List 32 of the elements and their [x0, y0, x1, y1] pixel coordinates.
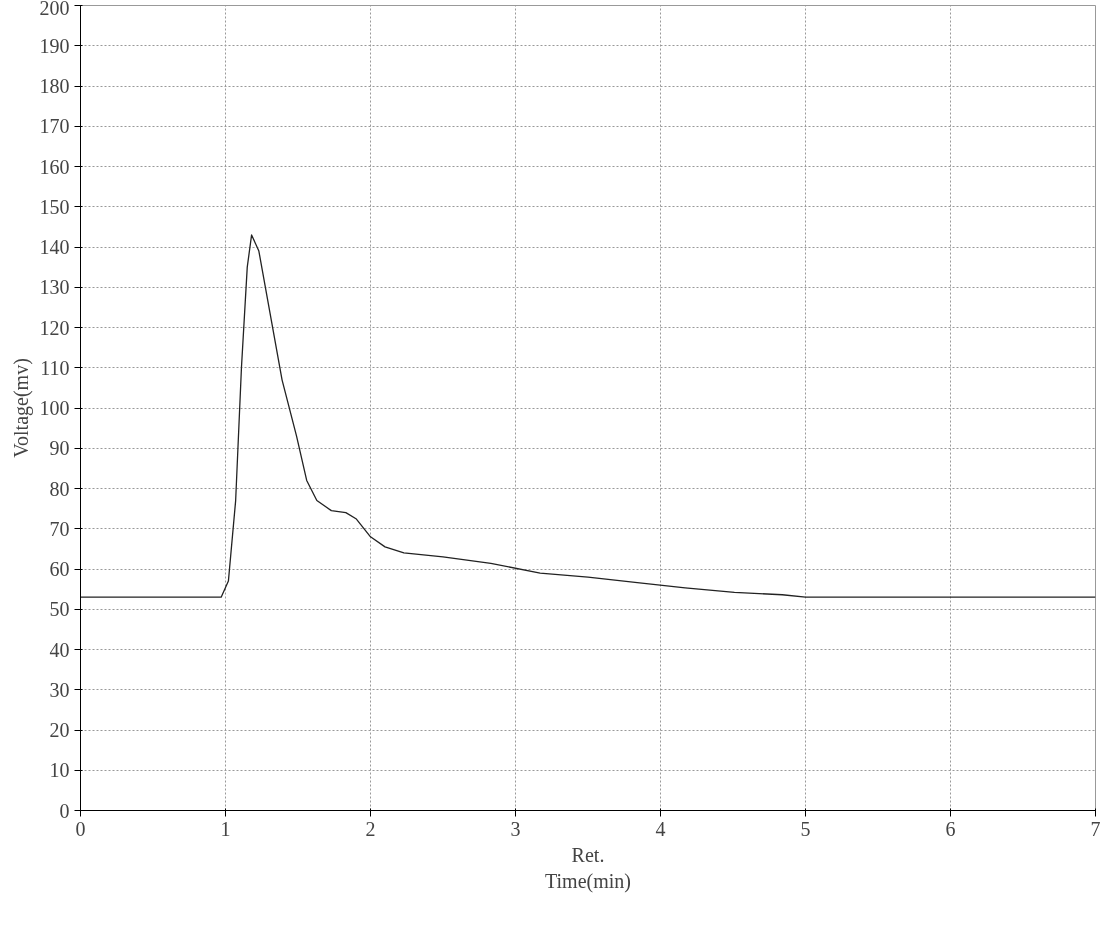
y-tick-label: 40	[49, 638, 70, 661]
y-tick-label: 190	[39, 34, 70, 57]
x-tick-label: 2	[365, 817, 376, 840]
y-tick-label: 50	[49, 598, 70, 621]
y-tick-label: 100	[39, 397, 70, 419]
y-tick-label: 90	[49, 437, 70, 460]
y-tick-label: 110	[40, 356, 70, 379]
y-tick-label: 30	[49, 678, 70, 701]
y-axis-title: Voltage(mv)	[9, 358, 33, 458]
x-axis-title: Ret. Time(min)	[545, 843, 631, 893]
y-tick-label: 150	[39, 195, 70, 218]
y-tick-label: 200	[39, 0, 70, 19]
line-series	[80, 234, 1096, 598]
x-tick-label: 0	[75, 817, 86, 840]
x-tick-label: 1	[220, 817, 231, 840]
y-tick-label: 180	[39, 75, 70, 97]
y-tick-label: 20	[49, 719, 70, 741]
y-tick-label: 170	[39, 115, 70, 138]
x-tick-label: 4	[655, 817, 666, 840]
x-tick-label: 6	[945, 817, 956, 840]
y-tick-label: 120	[39, 316, 70, 339]
x-tick-label: 5	[800, 817, 811, 840]
y-tick-label: 140	[39, 236, 70, 258]
y-tick-label: 10	[49, 759, 70, 782]
x-tick-label: 7	[1090, 817, 1101, 840]
y-tick-label: 0	[59, 799, 70, 822]
y-tick-label: 160	[39, 155, 70, 178]
y-tick-label: 70	[49, 517, 70, 540]
x-tick-label: 3	[510, 817, 521, 840]
y-tick-label: 60	[49, 558, 70, 580]
y-tick-label: 80	[49, 477, 70, 500]
y-tick-label: 130	[39, 276, 70, 299]
